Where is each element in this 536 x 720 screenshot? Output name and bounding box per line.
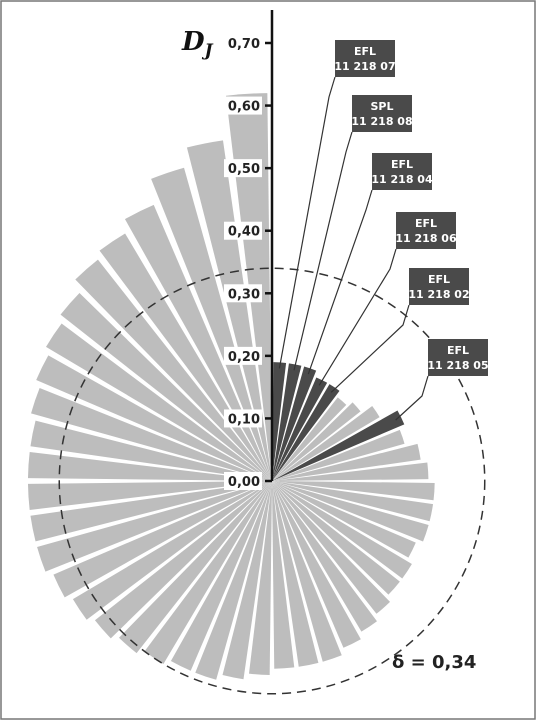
bar [272, 443, 421, 481]
bar [170, 481, 272, 671]
y-axis-label: DJ [181, 27, 214, 61]
bar [272, 481, 391, 614]
bar [248, 481, 272, 675]
y-axis-label-sub: J [202, 41, 214, 61]
bar [272, 384, 340, 481]
leader-line [307, 189, 373, 375]
threshold-label: δ = 0,34 [392, 652, 476, 673]
callout-text: 11 218 02 [408, 288, 469, 301]
callout-box [396, 212, 456, 249]
callout-text: 11 218 05 [427, 359, 488, 372]
bar [30, 481, 272, 542]
bar [186, 140, 272, 481]
callout-box [428, 339, 488, 376]
callout-text: 11 218 06 [395, 232, 457, 245]
callout-text: EFL [354, 45, 376, 58]
bar [144, 481, 272, 664]
bar [27, 481, 272, 510]
y-axis-label-main: D [181, 27, 205, 57]
y-tick-label: 0,30 [228, 287, 260, 302]
y-tick-label: 0,00 [228, 475, 260, 490]
leader-line [293, 131, 353, 371]
bar [36, 355, 273, 481]
bar [272, 363, 302, 481]
leader-line [330, 304, 410, 393]
leader-line [278, 76, 336, 369]
tick-label-bg [224, 409, 262, 428]
y-tick-label: 0,40 [228, 225, 260, 240]
y-tick-label: 0,20 [228, 350, 260, 365]
bar [272, 481, 400, 595]
callout-box [335, 40, 395, 77]
callout-box [409, 268, 469, 305]
bar [195, 481, 272, 680]
bar [119, 481, 272, 654]
bar [94, 481, 272, 639]
bar [272, 481, 429, 542]
callout-text: EFL [428, 273, 450, 286]
bar [27, 452, 272, 481]
bar [272, 481, 412, 579]
leader-line [395, 375, 429, 421]
callout-text: 11 218 04 [371, 173, 433, 186]
callout-text: 11 218 08 [351, 115, 412, 128]
bar [46, 323, 272, 481]
bar [272, 377, 328, 481]
bar [272, 481, 342, 662]
bar [272, 481, 319, 667]
bar [272, 362, 287, 481]
bar [272, 462, 429, 481]
leader-line [318, 248, 397, 386]
bar [272, 481, 361, 648]
tick-label-bg [224, 34, 262, 52]
tick-label-bg [224, 221, 262, 240]
bar [222, 481, 272, 680]
callout-text: EFL [447, 344, 469, 357]
tick-label-bg [224, 346, 262, 365]
bar [31, 388, 273, 481]
bar [272, 481, 435, 501]
bar [272, 397, 347, 481]
bar [272, 402, 361, 481]
bar [53, 481, 272, 598]
callout-text: 11 218 07 [334, 60, 395, 73]
bar [272, 366, 317, 481]
y-tick-label: 0,50 [228, 162, 260, 177]
bar [272, 410, 405, 481]
bar [75, 259, 272, 481]
callout-text: EFL [415, 217, 437, 230]
bar [30, 420, 272, 481]
tick-label-bg [224, 96, 262, 115]
bar [272, 481, 377, 632]
threshold-circle [58, 267, 486, 695]
bar [72, 481, 272, 620]
tick-label-bg [224, 472, 262, 490]
bar [272, 481, 434, 522]
tick-label-bg [224, 159, 262, 178]
bar [272, 429, 405, 481]
bar [37, 481, 272, 572]
callout-box [352, 95, 412, 132]
bar [272, 481, 295, 669]
tick-label-bg [224, 284, 262, 303]
callout-text: SPL [371, 100, 394, 113]
bar [60, 293, 272, 481]
callout-text: EFL [391, 158, 413, 171]
y-tick-label: 0,60 [228, 100, 260, 115]
bar [272, 481, 416, 558]
y-tick-label: 0,10 [228, 412, 260, 427]
y-tick-label: 0,70 [228, 37, 260, 52]
bar [151, 167, 272, 482]
callout-box [372, 153, 432, 190]
bar [272, 406, 380, 481]
